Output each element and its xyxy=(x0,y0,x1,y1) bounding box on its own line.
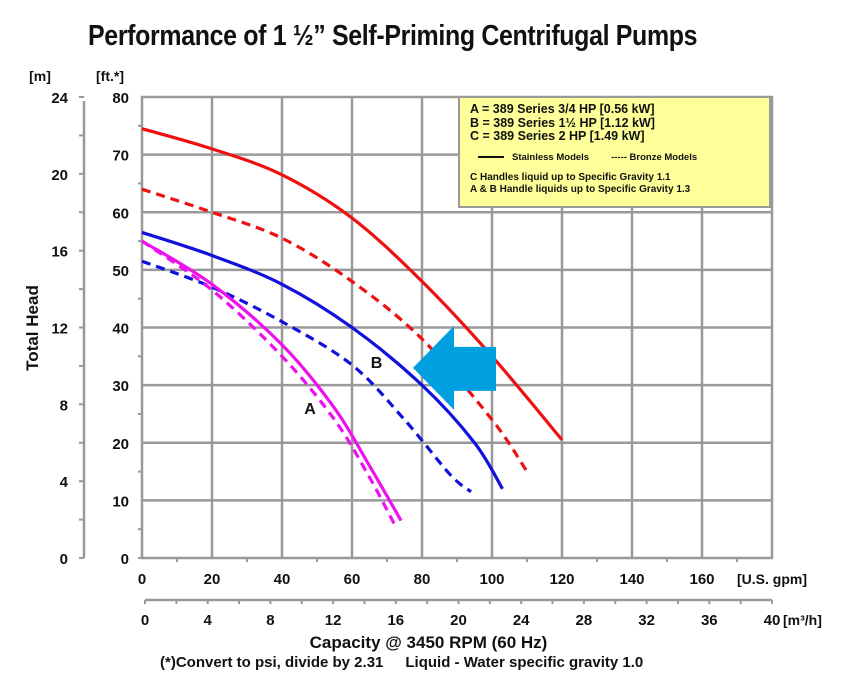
legend-notes: C Handles liquid up to Specific Gravity … xyxy=(470,172,769,196)
y2-tick-label: 12 xyxy=(51,321,68,338)
x2-tick-label: 40 xyxy=(764,612,781,629)
y-tick-label: 10 xyxy=(112,493,129,510)
footer-convert-note: (*)Convert to psi, divide by 2.31 xyxy=(160,654,384,671)
curve-c-bronze xyxy=(141,187,529,473)
y2-tick-label: 4 xyxy=(60,474,69,491)
footer-liquid-note: Liquid - Water specific gravity 1.0 xyxy=(405,654,644,671)
y-tick-label: 70 xyxy=(112,148,129,165)
y-tick-label: 0 xyxy=(121,551,129,568)
y-tick-label: 30 xyxy=(112,378,129,395)
x-tick-label: 100 xyxy=(479,571,504,588)
legend-note-c: C Handles liquid up to Specific Gravity … xyxy=(470,171,671,183)
legend: A = 389 Series 3/4 HP [0.56 kW] B = 389 … xyxy=(458,96,771,208)
x-tick-label: 140 xyxy=(619,571,644,588)
y-tick-label: 40 xyxy=(112,321,129,338)
legend-bronze-label: ----- Bronze Models xyxy=(611,151,698,163)
x2-unit-label: [m³/h] xyxy=(783,612,822,628)
solid-line-swatch xyxy=(478,156,504,158)
legend-series-a: A = 389 Series 3/4 HP [0.56 kW] xyxy=(470,102,655,116)
x-axis-title: Capacity @ 3450 RPM (60 Hz) xyxy=(309,633,548,652)
legend-line-styles: Stainless Models ----- Bronze Models xyxy=(470,152,769,163)
curve-a-stainless xyxy=(141,239,403,522)
chart-title: Performance of 1 ½” Self-Priming Centrif… xyxy=(88,20,698,52)
y2-tick-label: 0 xyxy=(60,551,68,568)
y2-tick-label: 16 xyxy=(51,244,68,261)
y-axis-title: Total Head xyxy=(23,285,42,371)
x2-tick-label: 4 xyxy=(204,612,213,629)
curve-b-bronze xyxy=(141,259,473,494)
y2-tick-label: 20 xyxy=(51,167,68,184)
x2-tick-label: 0 xyxy=(141,612,149,629)
y2-tick-label: 24 xyxy=(51,90,68,107)
x-tick-label: 80 xyxy=(414,571,431,588)
x2-tick-label: 8 xyxy=(266,612,274,629)
curve-label-a: A xyxy=(304,401,316,418)
annotations: AB xyxy=(304,325,496,418)
x2-tick-label: 28 xyxy=(576,612,593,629)
x-tick-label: 0 xyxy=(138,571,146,588)
curve-b-stainless xyxy=(141,230,504,490)
x2-tick-label: 32 xyxy=(638,612,655,629)
x-unit-label: [U.S. gpm] xyxy=(737,571,807,587)
curve-a-bronze xyxy=(141,239,396,525)
legend-note-ab: A & B Handle liquids up to Specific Grav… xyxy=(470,183,691,195)
y-unit-label: [ft.*] xyxy=(96,68,124,84)
x2-tick-label: 24 xyxy=(513,612,530,629)
x-tick-label: 60 xyxy=(344,571,361,588)
x-tick-label: 160 xyxy=(689,571,714,588)
y-tick-label: 80 xyxy=(112,90,129,107)
legend-series-b: B = 389 Series 1½ HP [1.12 kW] xyxy=(470,115,655,130)
legend-stainless-label: Stainless Models xyxy=(512,151,590,163)
x-tick-label: 20 xyxy=(204,571,221,588)
x-tick-label: 40 xyxy=(274,571,291,588)
x2-tick-label: 20 xyxy=(450,612,467,629)
arrow-left-icon xyxy=(413,325,496,410)
y2-unit-label: [m] xyxy=(29,68,51,84)
curve-label-b: B xyxy=(371,355,383,372)
footer-notes: (*)Convert to psi, divide by 2.31 Liquid … xyxy=(160,654,643,671)
legend-series-c: C = 389 Series 2 HP [1.49 kW] xyxy=(470,129,645,143)
x2-tick-label: 12 xyxy=(325,612,342,629)
y-tick-label: 50 xyxy=(112,263,129,280)
y-tick-label: 20 xyxy=(112,436,129,453)
x2-tick-label: 36 xyxy=(701,612,718,629)
x-tick-label: 120 xyxy=(549,571,574,588)
y2-tick-label: 8 xyxy=(60,397,68,414)
y-tick-label: 60 xyxy=(112,205,129,222)
x2-tick-label: 16 xyxy=(387,612,404,629)
